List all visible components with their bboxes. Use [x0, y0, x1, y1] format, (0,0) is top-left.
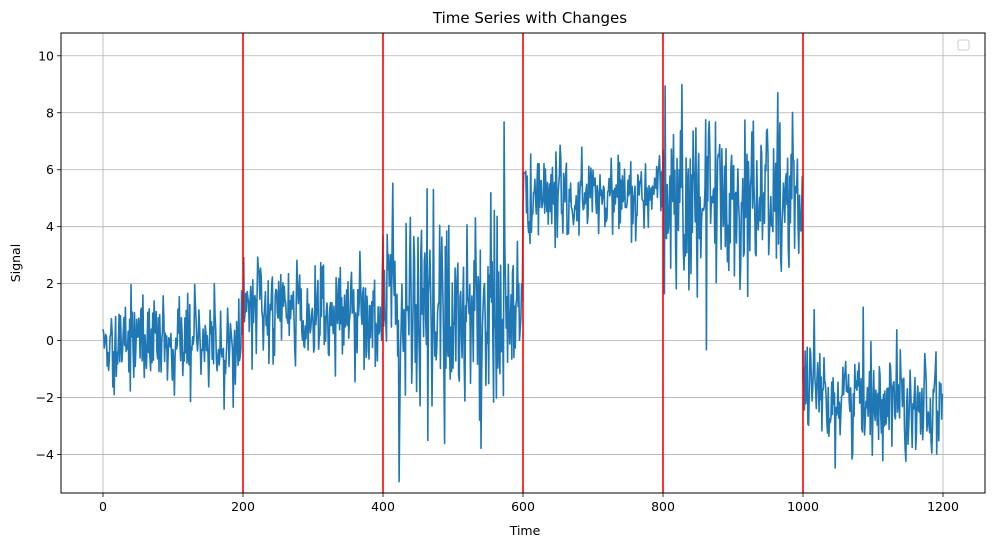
y-tick-label: 0: [46, 333, 54, 348]
y-tick-label: 10: [38, 48, 54, 63]
y-tick-label: 8: [46, 105, 54, 120]
y-axis-ticks: −4 −2 0 2 4 6 8 10: [36, 48, 61, 462]
change-point-lines: [242, 33, 804, 493]
legend-box: [957, 39, 970, 51]
y-tick-label: 2: [46, 276, 54, 291]
x-tick-label: 1200: [927, 499, 959, 514]
y-tick-label: 6: [46, 162, 54, 177]
x-tick-label: 0: [99, 499, 107, 514]
x-tick-label: 400: [371, 499, 395, 514]
chart-title: Time Series with Changes: [432, 9, 627, 27]
y-axis-label: Signal: [8, 244, 23, 282]
x-axis-label: Time: [509, 523, 541, 538]
x-axis-ticks: 0 200 400 600 800 1000 1200: [99, 493, 959, 514]
y-tick-label: −2: [36, 390, 54, 405]
y-tick-label: 4: [46, 219, 54, 234]
x-tick-label: 200: [231, 499, 255, 514]
x-tick-label: 600: [511, 499, 535, 514]
x-tick-label: 800: [651, 499, 675, 514]
y-tick-label: −4: [36, 447, 54, 462]
x-tick-label: 1000: [787, 499, 819, 514]
